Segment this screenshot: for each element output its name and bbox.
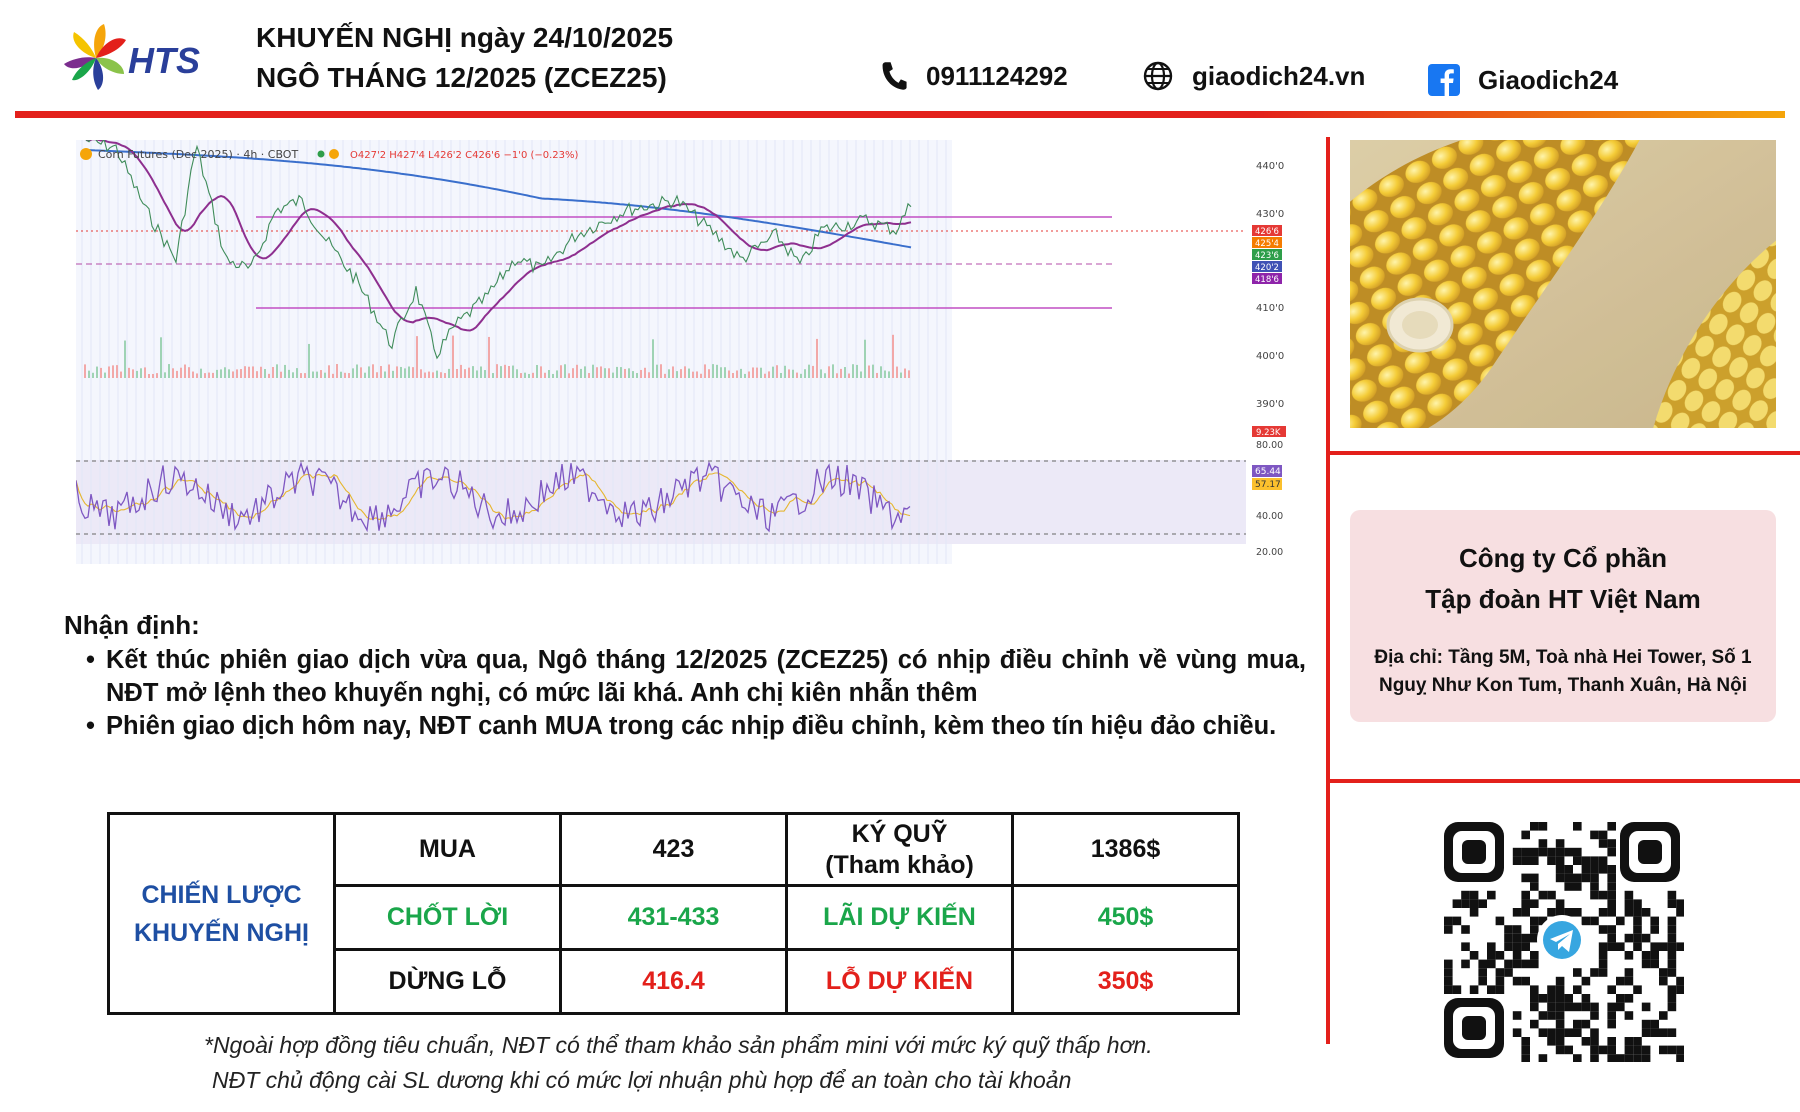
company-address: Nguỵ Như Kon Tum, Thanh Xuân, Hà Nội: [1378, 675, 1748, 696]
price-tick-label: 440'0: [1256, 161, 1284, 172]
stop-loss-label: DỪNG LỖ: [333, 948, 562, 1015]
price-tag-label: 420'2: [1255, 263, 1279, 273]
corn-photo: [1350, 140, 1776, 428]
analysis-title: Nhận định:: [64, 610, 200, 640]
price-tick-label: 390'0: [1256, 399, 1284, 410]
price-tag: [1252, 237, 1282, 248]
footnote-line: *Ngoài hợp đồng tiêu chuẩn, NĐT có thể t…: [204, 1032, 1153, 1058]
price-tick-label: 430'0: [1256, 209, 1284, 220]
logo-text: HTS: [128, 40, 200, 81]
margin-label: KÝ QUỸ (Tham khảo): [785, 812, 1014, 887]
column-divider: [1326, 137, 1330, 1044]
margin-value: 1386$: [1011, 812, 1240, 887]
price-tag: [1252, 273, 1282, 284]
globe-icon: [1143, 61, 1173, 91]
price-chart: Corn Futures (Dec 2025) · 4h · CBOT O427…: [76, 140, 1286, 564]
chart-ohlc: O427'2 H427'4 L426'2 C426'6 −1'0 (−0.23%…: [350, 150, 579, 161]
chart-legend: Corn Futures (Dec 2025) · 4h · CBOT: [98, 148, 298, 161]
company-card: Công ty Cổ phần Tập đoàn HT Việt Nam Địa…: [1350, 510, 1776, 722]
rsi-tag: [1252, 478, 1282, 490]
rsi-line: [76, 460, 911, 533]
price-tag: [1252, 261, 1282, 272]
volume-bars: [84, 334, 910, 378]
price-tag: [1252, 249, 1282, 260]
section-divider: [1326, 451, 1800, 455]
price-tag-label: 426'6: [1255, 227, 1279, 237]
strategy-table: CHIẾN LƯỢC KHUYẾN NGHỊ MUA 423 KÝ QUỸ (T…: [107, 812, 1240, 1015]
volume-tag-label: 9.23K: [1256, 428, 1281, 438]
buy-price: 423: [559, 812, 788, 887]
facebook-icon: [1428, 64, 1460, 96]
price-series: [85, 140, 912, 360]
hts-logo-icon: [64, 24, 126, 90]
rsi-axis: 80.00 40.00 20.00 65.44 57.17: [1252, 440, 1283, 558]
expected-loss-label: LỖ DỰ KIẾN: [785, 948, 1014, 1015]
status-dot-icon: [317, 150, 325, 158]
company-name: Tập đoàn HT Việt Nam: [1425, 584, 1701, 614]
moving-average-slow: [85, 149, 912, 249]
section-divider: [1326, 779, 1800, 783]
phone-icon: [882, 62, 907, 90]
price-tag-label: 423'6: [1255, 251, 1279, 261]
company-address: Địa chỉ: Tầng 5M, Toà nhà Hei Tower, Số …: [1374, 647, 1752, 668]
rsi-tag-label: 65.44: [1255, 467, 1281, 477]
footnote-line: NĐT chủ động cài SL dương khi có mức lợi…: [212, 1067, 1072, 1093]
delay-badge-icon: [329, 149, 339, 159]
company-name: Công ty Cổ phần: [1459, 543, 1667, 573]
chart-gridlines: [81, 140, 947, 564]
stop-loss-value: 416.4: [559, 948, 788, 1015]
facebook-contact[interactable]: Giaodich24: [1428, 64, 1618, 96]
header-title: KHUYẾN NGHỊ ngày 24/10/2025: [256, 22, 674, 53]
expected-loss-value: 350$: [1011, 948, 1240, 1015]
take-profit-label: CHỐT LỜI: [333, 884, 562, 951]
rsi-tag-label: 57.17: [1255, 480, 1281, 490]
price-axis: 440'0 430'0 410'0 400'0 390'0 426'6 425'4 423'6…: [1252, 161, 1286, 438]
facebook-page: Giaodich24: [1478, 64, 1619, 95]
website-contact[interactable]: giaodich24.vn: [1142, 60, 1365, 92]
analysis-list: Kết thúc phiên giao dịch vừa qua, Ngô th…: [86, 644, 1306, 743]
price-tag: [1252, 225, 1282, 236]
rsi-tick-label: 80.00: [1256, 440, 1283, 451]
website-link: giaodich24.vn: [1192, 60, 1366, 91]
take-profit-value: 431-433: [559, 884, 788, 951]
analysis-point: Phiên giao dịch hôm nay, NĐT canh MUA tr…: [86, 710, 1306, 743]
rsi-tick-label: 20.00: [1256, 547, 1283, 558]
price-tick-label: 410'0: [1256, 303, 1284, 314]
analysis-point: Kết thúc phiên giao dịch vừa qua, Ngô th…: [86, 644, 1306, 710]
buy-label: MUA: [333, 812, 562, 887]
price-tag-label: 425'4: [1255, 239, 1279, 249]
expected-profit-label: LÃI DỰ KIẾN: [785, 884, 1014, 951]
volume-tag: [1252, 426, 1286, 437]
telegram-qr-code[interactable]: [1440, 818, 1684, 1062]
qr-finder-top-right: [1620, 822, 1680, 882]
phone-contact[interactable]: 0911124292: [880, 60, 1068, 92]
telegram-icon: [1537, 915, 1587, 965]
rsi-tick-label: 40.00: [1256, 511, 1283, 522]
moving-average-fast: [85, 140, 912, 332]
strategy-label: CHIẾN LƯỢC KHUYẾN NGHỊ: [107, 812, 336, 1015]
header-subtitle: NGÔ THÁNG 12/2025 (ZCEZ25): [256, 62, 667, 93]
phone-number: 0911124292: [926, 60, 1068, 91]
header-divider: [15, 111, 1785, 118]
symbol-badge-icon: [80, 148, 92, 160]
expected-profit-value: 450$: [1011, 884, 1240, 951]
qr-finder-bottom-left: [1444, 998, 1504, 1058]
price-tag-label: 418'6: [1255, 275, 1279, 285]
rsi-band: [76, 460, 1246, 544]
price-tick-label: 400'0: [1256, 351, 1284, 362]
qr-finder-top-left: [1444, 822, 1504, 882]
rsi-tag: [1252, 465, 1282, 477]
